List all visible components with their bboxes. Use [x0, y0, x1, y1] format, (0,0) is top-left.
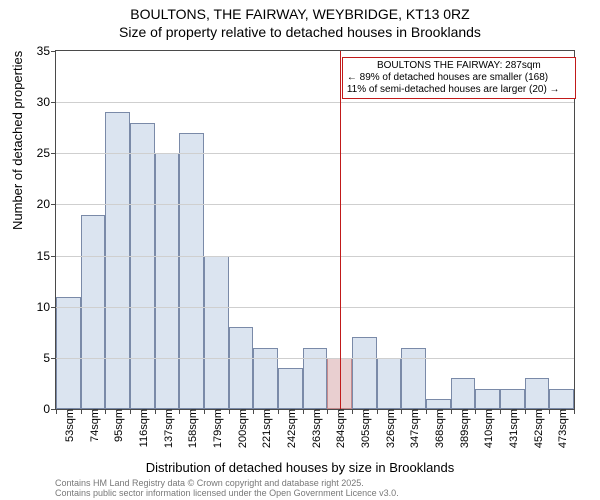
histogram-bar — [377, 358, 402, 409]
gridline — [56, 358, 574, 359]
xtick-mark — [56, 409, 57, 414]
xtick-label: 368sqm — [430, 409, 446, 448]
histogram-bar — [525, 378, 550, 409]
histogram-bar — [130, 123, 155, 409]
xtick-mark — [179, 409, 180, 414]
gridline — [56, 102, 574, 103]
annotation-line: 11% of semi-detached houses are larger (… — [347, 84, 571, 96]
xtick-label: 410sqm — [479, 409, 495, 448]
ytick-label: 20 — [37, 197, 56, 211]
histogram-bar — [155, 153, 180, 409]
histogram-bar — [549, 389, 574, 409]
xtick-mark — [401, 409, 402, 414]
gridline — [56, 256, 574, 257]
xtick-mark — [352, 409, 353, 414]
xtick-label: 347sqm — [405, 409, 421, 448]
histogram-bar — [253, 348, 278, 409]
ytick-label: 15 — [37, 249, 56, 263]
xtick-label: 284sqm — [331, 409, 347, 448]
xtick-mark — [451, 409, 452, 414]
xtick-label: 158sqm — [183, 409, 199, 448]
histogram-bar — [500, 389, 525, 409]
xtick-mark — [549, 409, 550, 414]
xtick-mark — [475, 409, 476, 414]
ytick-label: 35 — [37, 44, 56, 58]
histogram-bar — [401, 348, 426, 409]
marker-annotation: BOULTONS THE FAIRWAY: 287sqm← 89% of det… — [342, 57, 576, 99]
histogram-bar — [475, 389, 500, 409]
xtick-label: 179sqm — [208, 409, 224, 448]
xtick-label: 473sqm — [553, 409, 569, 448]
footer-line2: Contains public sector information licen… — [55, 488, 399, 498]
histogram-bar — [303, 348, 328, 409]
xtick-mark — [377, 409, 378, 414]
histogram-bar — [278, 368, 303, 409]
xtick-label: 95sqm — [109, 409, 125, 442]
gridline — [56, 307, 574, 308]
xtick-label: 221sqm — [257, 409, 273, 448]
histogram-bar — [56, 297, 81, 410]
histogram-chart: 0510152025303553sqm74sqm95sqm116sqm137sq… — [55, 50, 575, 410]
xtick-label: 200sqm — [233, 409, 249, 448]
ytick-label: 30 — [37, 95, 56, 109]
y-axis-label: Number of detached properties — [10, 51, 25, 230]
bars-container — [56, 51, 574, 409]
ytick-label: 10 — [37, 300, 56, 314]
xtick-label: 305sqm — [356, 409, 372, 448]
xtick-label: 53sqm — [60, 409, 76, 442]
marker-line — [340, 51, 341, 409]
histogram-bar — [179, 133, 204, 409]
xtick-mark — [303, 409, 304, 414]
xtick-mark — [204, 409, 205, 414]
xtick-mark — [81, 409, 82, 414]
histogram-bar — [451, 378, 476, 409]
xtick-label: 137sqm — [159, 409, 175, 448]
x-axis-label: Distribution of detached houses by size … — [0, 460, 600, 475]
xtick-mark — [327, 409, 328, 414]
xtick-label: 263sqm — [307, 409, 323, 448]
xtick-mark — [574, 409, 575, 414]
histogram-bar — [426, 399, 451, 409]
xtick-mark — [500, 409, 501, 414]
histogram-bar — [229, 327, 254, 409]
histogram-bar — [352, 337, 377, 409]
xtick-label: 116sqm — [134, 409, 150, 447]
xtick-label: 452sqm — [529, 409, 545, 448]
xtick-mark — [105, 409, 106, 414]
xtick-label: 242sqm — [282, 409, 298, 448]
gridline — [56, 204, 574, 205]
xtick-label: 74sqm — [85, 409, 101, 442]
xtick-mark — [130, 409, 131, 414]
xtick-mark — [155, 409, 156, 414]
xtick-label: 326sqm — [381, 409, 397, 448]
xtick-mark — [253, 409, 254, 414]
histogram-bar — [204, 256, 229, 409]
annotation-line: BOULTONS THE FAIRWAY: 287sqm — [347, 60, 571, 72]
xtick-label: 389sqm — [455, 409, 471, 448]
ytick-label: 0 — [43, 402, 56, 416]
xtick-label: 431sqm — [504, 409, 520, 448]
annotation-line: ← 89% of detached houses are smaller (16… — [347, 72, 571, 84]
xtick-mark — [278, 409, 279, 414]
page-title-line2: Size of property relative to detached ho… — [0, 24, 600, 42]
xtick-mark — [525, 409, 526, 414]
gridline — [56, 153, 574, 154]
footer-line1: Contains HM Land Registry data © Crown c… — [55, 478, 399, 488]
page-title-line1: BOULTONS, THE FAIRWAY, WEYBRIDGE, KT13 0… — [0, 0, 600, 24]
histogram-bar — [81, 215, 106, 409]
xtick-mark — [229, 409, 230, 414]
ytick-label: 5 — [43, 351, 56, 365]
ytick-label: 25 — [37, 146, 56, 160]
histogram-bar — [105, 112, 130, 409]
footer-attribution: Contains HM Land Registry data © Crown c… — [55, 478, 399, 499]
xtick-mark — [426, 409, 427, 414]
